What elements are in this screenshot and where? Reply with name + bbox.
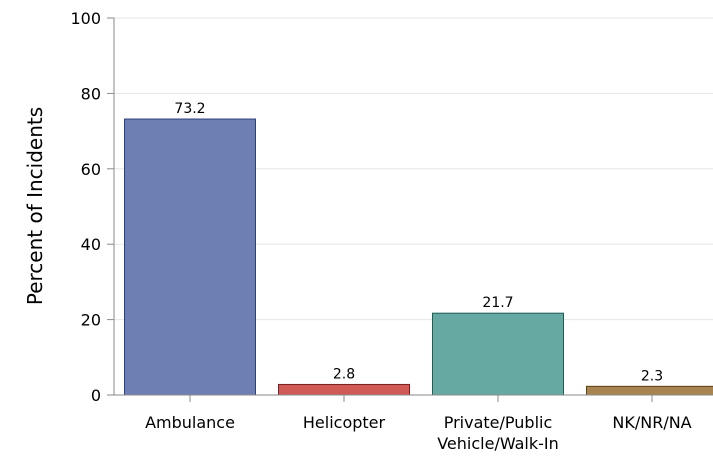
x-tick-label: Ambulance — [145, 413, 235, 432]
data-label: 2.8 — [333, 366, 355, 382]
y-tick-label: 80 — [81, 84, 101, 103]
data-label: 21.7 — [482, 295, 513, 311]
data-label: 73.2 — [174, 101, 205, 117]
x-tick-label: NK/NR/NA — [612, 413, 691, 432]
x-tick-label: Helicopter — [303, 413, 386, 432]
x-axis-ticks: Ambulance Helicopter Private/Public Vehicle… — [145, 395, 692, 453]
x-tick-label: Private/Public Vehicle/Walk-In — [437, 413, 559, 453]
bar — [279, 384, 410, 395]
y-tick-label: 60 — [81, 160, 101, 179]
bars — [125, 119, 713, 395]
y-tick-label: 20 — [81, 311, 101, 330]
y-tick-label: 40 — [81, 235, 101, 254]
y-tick-label: 0 — [91, 386, 101, 405]
y-tick-label: 100 — [70, 9, 101, 28]
data-label: 2.3 — [641, 368, 663, 384]
y-axis-title: Percent of Incidents — [23, 107, 47, 305]
bar — [433, 313, 564, 395]
bar — [587, 386, 713, 395]
y-axis-ticks: 0 20 40 60 80 100 — [70, 9, 114, 405]
bar — [125, 119, 256, 395]
